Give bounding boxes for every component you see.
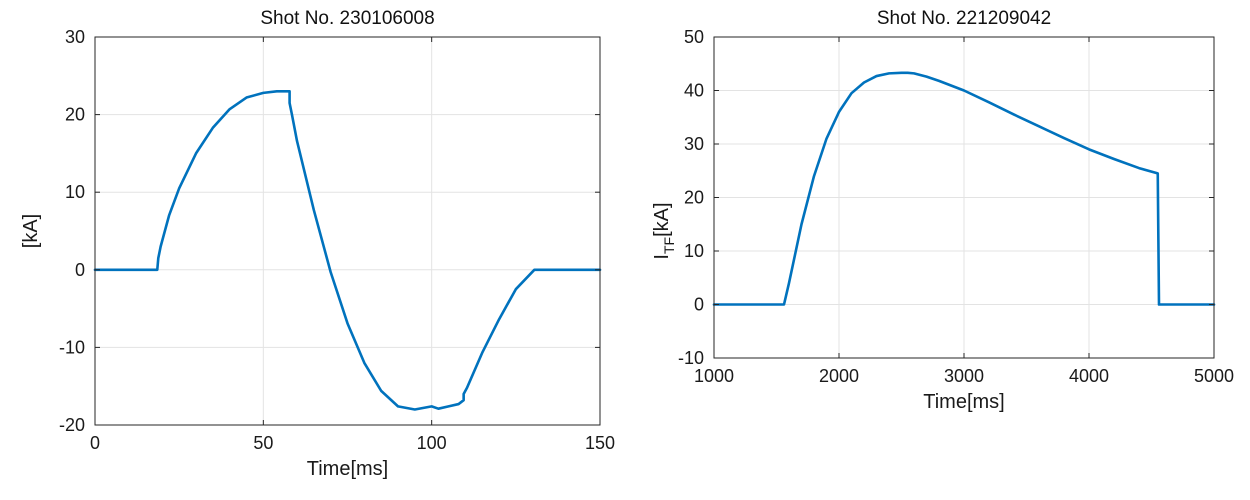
chart-right: 1000 2000 3000 4000 5000 -10 0 10 20 30 40 50 Shot N… xyxy=(651,8,1234,413)
y-tick-label: 50 xyxy=(684,27,704,47)
y-tick-label: 0 xyxy=(75,260,85,280)
y-tick-label: 40 xyxy=(684,81,704,101)
x-tick-label: 1000 xyxy=(694,366,734,386)
y-tick-label: -10 xyxy=(59,337,85,357)
x-tick-label: 50 xyxy=(253,433,273,453)
y-axis-label-subscript: TF xyxy=(661,237,677,254)
x-tick-label: 5000 xyxy=(1194,366,1234,386)
axes-frame xyxy=(94,36,601,426)
y-axis-label: ITF[kA] xyxy=(651,202,677,259)
y-axis-label-main: I xyxy=(651,254,673,260)
x-tick-label: 3000 xyxy=(944,366,984,386)
chart-title: Shot No. 230106008 xyxy=(260,8,434,29)
y-tick-label: 30 xyxy=(65,27,85,47)
y-tick-label: -20 xyxy=(59,415,85,435)
y-tick-label: 0 xyxy=(694,295,704,315)
y-tick-label: 20 xyxy=(65,105,85,125)
y-axis-label-unit: [kA] xyxy=(651,202,673,236)
y-tick-label: 10 xyxy=(684,241,704,261)
x-tick-label: 100 xyxy=(417,433,447,453)
y-tick-label: 30 xyxy=(684,134,704,154)
x-axis-label: Time[ms] xyxy=(307,458,388,480)
x-tick-label: 150 xyxy=(585,433,615,453)
x-tick-label: 4000 xyxy=(1069,366,1109,386)
y-tick-label: 20 xyxy=(684,188,704,208)
chart-left: 0 50 100 150 -20 -10 0 10 20 30 Shot No. 230106008… xyxy=(20,8,615,480)
series-line xyxy=(712,71,1216,306)
series-line xyxy=(93,90,602,411)
y-tick-label: 10 xyxy=(65,182,85,202)
x-axis-label: Time[ms] xyxy=(923,391,1004,413)
x-tick-label: 2000 xyxy=(819,366,859,386)
chart-title: Shot No. 221209042 xyxy=(877,8,1051,29)
y-tick-label: -10 xyxy=(678,348,704,368)
x-tick-label: 0 xyxy=(90,433,100,453)
y-axis-label: [kA] xyxy=(20,214,42,248)
